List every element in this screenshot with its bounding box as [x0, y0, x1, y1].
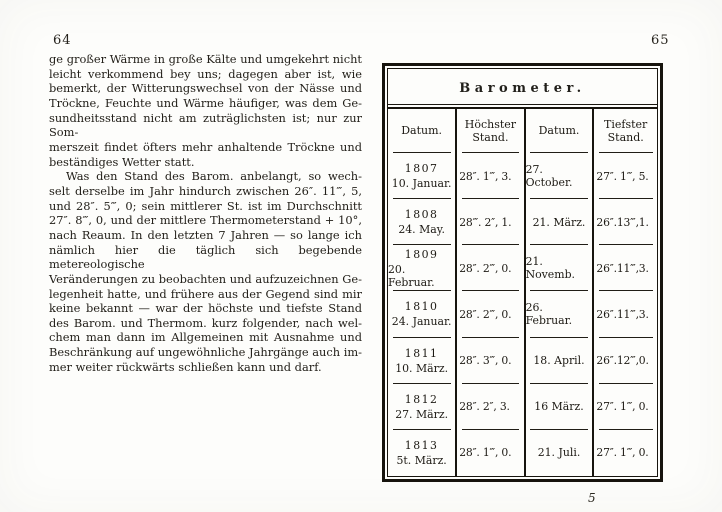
text-line: und 28″. 5‴, 0; sein mittlerer St. ist i…: [49, 198, 362, 213]
low-value-cell: 27″. 1‴, 0.: [592, 383, 657, 430]
year-label: 1809: [404, 247, 439, 261]
date-cell: 26. Februar.: [523, 291, 593, 338]
date-cell: 21. März.: [523, 199, 593, 246]
low-value-cell: 27″. 1‴, 0.: [592, 429, 657, 476]
low-value-cell: 26″.11‴,3.: [592, 245, 657, 292]
year-date-cell: 1808 24. May.: [388, 199, 455, 246]
year-date-cell: 1809 20. Februar.: [388, 245, 455, 292]
text-line: chem man dann im Allgemeinen mit Ausnahm…: [49, 330, 362, 345]
header-datum-right: Datum.: [523, 109, 593, 153]
text-line: ge großer Wärme in große Kälte und umgek…: [49, 52, 362, 66]
text-line: Was den Stand des Barom. anbelangt, so w…: [66, 169, 362, 184]
high-value-cell: 28″. 1‴, 3.: [455, 153, 523, 200]
text-line: nach Reaum. In den letzten 7 Jahren — so…: [49, 227, 362, 242]
date-label: 24. Januar.: [391, 315, 452, 329]
year-label: 1807: [404, 162, 439, 176]
date-cell: 27. October.: [523, 153, 593, 200]
date-cell: 18. April.: [523, 337, 593, 384]
high-value-cell: 28‴. 2″, 1.: [455, 199, 523, 246]
high-value-cell: 28″. 3‴, 0.: [455, 337, 523, 384]
text-line: selt derselbe im Jahr hindurch zwischen …: [49, 183, 362, 198]
year-date-cell: 1810 24. Januar.: [388, 291, 455, 338]
page-number-left: 64: [53, 33, 72, 48]
barometer-table-inner: Barometer. Datum. Höchster Stand. Datum.…: [387, 68, 658, 477]
date-label: 5t. März.: [396, 453, 447, 467]
high-value-cell: 28″. 1‴, 0.: [455, 429, 523, 476]
text-line: nämlich hier die täglich sich begebende …: [49, 242, 362, 272]
high-value-cell: 28″. 2‴, 0.: [455, 245, 523, 292]
signature-mark: 5: [588, 491, 596, 505]
year-label: 1811: [404, 346, 439, 360]
year-label: 1810: [404, 300, 439, 314]
date-label: 20. Februar.: [388, 262, 435, 289]
text-line: keine bekannt — war der höchste und tief…: [49, 301, 362, 316]
table-grid: Datum. Höchster Stand. Datum. Tiefster S…: [388, 109, 657, 476]
title-divider: [388, 104, 657, 109]
text-line: leicht verkommend bey uns; dagegen aber …: [49, 66, 362, 81]
date-label: 10. März.: [395, 361, 449, 375]
high-value-cell: 28″. 2‴, 0.: [455, 291, 523, 338]
low-value-cell: 26″.11‴,3.: [592, 291, 657, 338]
text-line: Beschränkung auf ungewöhnliche Jahrgänge…: [49, 345, 363, 360]
year-label: 1813: [404, 438, 439, 452]
text-line: merszeit findet öfters mehr anhaltende T…: [49, 139, 362, 154]
date-label: 10. Januar.: [391, 177, 452, 191]
header-tiefster-stand: Tiefster Stand.: [592, 109, 657, 153]
year-date-cell: 1812 27. März.: [388, 384, 455, 430]
text-line: des Barom. und Thermom. kurz folgender, …: [49, 315, 362, 330]
date-cell: 16 März.: [523, 383, 593, 430]
left-page-text: ge großer Wärme in große Kälte und umgek…: [49, 52, 362, 374]
text-line: beständiges Wetter statt.: [49, 154, 195, 169]
header-datum-left: Datum.: [388, 109, 455, 153]
page-number-right: 65: [651, 33, 670, 48]
table-title: Barometer.: [459, 81, 586, 96]
date-cell: 21. Novemb.: [523, 245, 593, 292]
text-line: legenheit hatte, und frühere aus der Geg…: [49, 286, 362, 301]
low-value-cell: 26″.13‴,1.: [592, 199, 657, 246]
text-line: Veränderungen zu beobachten und aufzuzei…: [49, 271, 362, 286]
header-hoechster-stand: Höchster Stand.: [455, 109, 523, 153]
year-label: 1808: [404, 208, 439, 222]
barometer-table: Barometer. Datum. Höchster Stand. Datum.…: [382, 63, 663, 482]
date-label: 27. März.: [395, 407, 449, 421]
text-line: sundheitsstand nicht am zuträglichsten i…: [49, 110, 362, 140]
year-date-cell: 1807 10. Januar.: [388, 153, 455, 200]
date-label: 24. May.: [398, 223, 445, 237]
date-cell: 21. Juli.: [523, 429, 593, 476]
text-line: Tröckne, Feuchte und Wärme häufiger, was…: [49, 95, 362, 110]
year-label: 1812: [404, 392, 439, 406]
text-line: 27″. 8‴, 0, und der mittlere Thermometer…: [49, 213, 362, 228]
text-line: mer weiter rückwärts schließen kann und …: [49, 359, 322, 374]
low-value-cell: 26″.12‴,0.: [592, 337, 657, 384]
low-value-cell: 27″. 1‴, 5.: [592, 153, 657, 200]
year-date-cell: 1811 10. März.: [388, 338, 455, 384]
year-date-cell: 1813 5t. März.: [388, 430, 455, 476]
high-value-cell: 28″. 2″, 3.: [455, 383, 523, 430]
text-line: bemerkt, der Witterungswechsel von der N…: [49, 81, 362, 96]
